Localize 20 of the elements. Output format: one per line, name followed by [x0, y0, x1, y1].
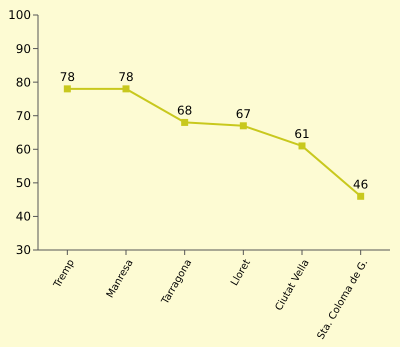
point — [64, 85, 71, 92]
y-tick-label: 30 — [16, 243, 31, 258]
point — [357, 192, 364, 200]
y-tick-label: 80 — [16, 75, 31, 90]
data-label: 78 — [118, 70, 134, 84]
point — [298, 142, 306, 150]
point — [181, 118, 188, 126]
y-tick-label: 60 — [16, 142, 31, 156]
y-tick-label: 50 — [16, 176, 31, 190]
point — [240, 122, 247, 130]
data-label: 67 — [236, 106, 251, 121]
y-tick-label: 90 — [16, 42, 31, 56]
data-label: 61 — [294, 126, 310, 141]
y-tick-label: 100 — [8, 8, 31, 22]
data-label: 46 — [353, 177, 368, 192]
y-tick-label: 70 — [16, 108, 31, 123]
data-label: 68 — [177, 103, 192, 118]
point — [122, 85, 130, 92]
data-label: 78 — [60, 70, 75, 84]
y-tick-label: 40 — [16, 210, 31, 224]
